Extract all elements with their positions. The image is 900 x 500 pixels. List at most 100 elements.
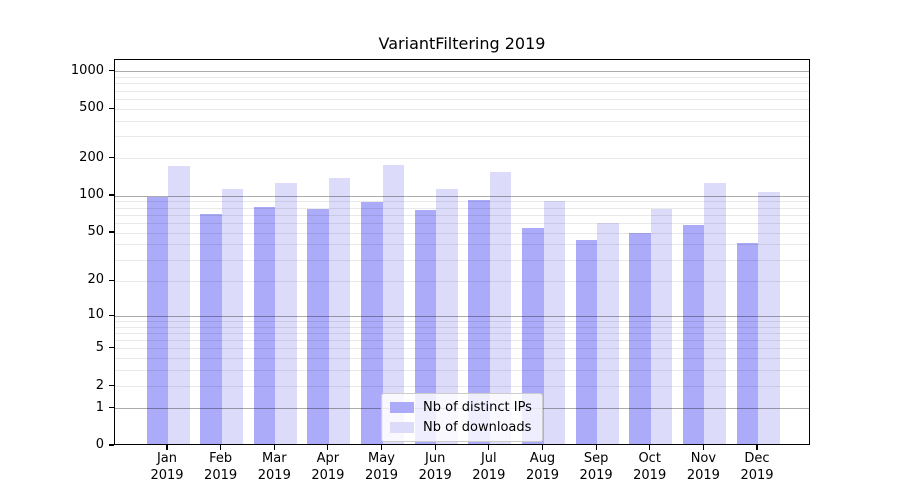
bar-downloads-aug	[543, 200, 565, 444]
y-tick-label: 200	[79, 149, 104, 165]
x-tick-mark	[488, 445, 490, 450]
bar-distinct-ips-nov	[682, 225, 705, 444]
grid-layer	[115, 60, 809, 444]
x-tick-label: Sep 2019	[579, 451, 613, 483]
x-tick-mark	[702, 445, 704, 450]
bar-distinct-ips-may	[361, 202, 383, 444]
gridline-minor	[115, 280, 809, 282]
bar-downloads-dec	[758, 191, 780, 444]
y-tick-mark	[109, 279, 114, 281]
bar-downloads-jul	[489, 172, 512, 444]
y-tick-mark	[109, 384, 114, 387]
y-tick-label: 2	[95, 377, 104, 393]
y-tick-mark	[109, 70, 114, 72]
y-tick-label: 0	[95, 437, 104, 452]
legend-swatch-downloads	[390, 422, 414, 433]
gridline-minor	[115, 232, 809, 234]
x-tick-label: Nov 2019	[686, 451, 720, 483]
gridline-minor	[115, 326, 809, 328]
y-tick-mark	[109, 157, 114, 159]
y-tick-mark	[109, 444, 114, 446]
gridline-minor	[115, 158, 809, 160]
y-tick-label: 50	[87, 224, 104, 239]
y-tick-mark	[109, 231, 114, 233]
legend-entry-distinct-ips: Nb of distinct IPs	[390, 400, 532, 415]
legend-swatch-distinct-ips	[390, 402, 414, 413]
bar-downloads-oct	[650, 209, 673, 444]
gridline-minor	[115, 136, 809, 138]
legend: Nb of distinct IPs Nb of downloads	[381, 393, 543, 442]
x-tick-label: Jun 2019	[418, 451, 452, 483]
y-tick-label: 20	[87, 272, 104, 288]
bar-downloads-feb	[221, 188, 244, 444]
legend-entry-downloads: Nb of downloads	[390, 420, 532, 435]
gridline-minor	[115, 348, 809, 350]
bar-downloads-jun	[436, 189, 458, 444]
gridline-minor	[115, 358, 809, 360]
gridline-minor	[115, 120, 809, 122]
gridline-minor	[115, 98, 809, 100]
bar-downloads-apr	[328, 177, 351, 444]
gridline-major	[115, 195, 809, 197]
gridline-minor	[115, 108, 809, 110]
y-tick-label: 100	[79, 187, 104, 202]
bar-distinct-ips-jan	[146, 196, 168, 444]
x-tick-mark	[380, 445, 383, 450]
gridline-minor	[115, 207, 809, 209]
x-tick-label: May 2019	[364, 451, 399, 483]
y-tick-label: 500	[79, 100, 104, 116]
x-tick-mark	[166, 445, 168, 450]
gridline-minor	[115, 83, 809, 85]
bar-distinct-ips-sep	[575, 240, 598, 444]
y-tick-mark	[109, 406, 114, 409]
gridline-minor	[115, 340, 809, 342]
x-tick-mark	[541, 445, 544, 450]
gridline-minor	[115, 244, 809, 246]
gridline-minor	[115, 320, 809, 322]
y-tick-mark	[109, 347, 114, 349]
y-tick-label: 1000	[70, 62, 104, 78]
gridline-minor	[115, 332, 809, 334]
bar-distinct-ips-apr	[307, 208, 329, 444]
gridline-minor	[115, 370, 809, 372]
y-tick-label: 1	[95, 399, 104, 415]
bar-downloads-jan	[168, 166, 190, 444]
x-tick-mark	[220, 445, 222, 450]
bar-distinct-ips-feb	[200, 213, 222, 444]
y-tick-mark	[109, 314, 114, 316]
y-tick-mark	[109, 107, 114, 109]
bar-distinct-ips-aug	[522, 227, 544, 444]
x-tick-label: Jan 2019	[150, 451, 184, 483]
bar-downloads-sep	[597, 223, 619, 444]
y-tick-label: 10	[87, 307, 104, 323]
legend-label-downloads: Nb of downloads	[423, 420, 532, 435]
bar-distinct-ips-oct	[629, 233, 651, 444]
y-tick-label: 5	[95, 339, 104, 355]
gridline-minor	[115, 386, 809, 387]
x-tick-mark	[273, 445, 275, 450]
bar-distinct-ips-dec	[736, 242, 758, 444]
x-tick-label: Dec 2019	[740, 451, 774, 483]
x-tick-label: Oct 2019	[633, 451, 667, 483]
gridline-major	[115, 315, 809, 317]
x-tick-mark	[756, 445, 758, 450]
gridline-minor	[115, 259, 809, 261]
x-tick-mark	[327, 445, 329, 450]
x-tick-label: Feb 2019	[204, 451, 238, 483]
bar-downloads-nov	[704, 182, 726, 444]
gridline-minor	[115, 222, 809, 224]
x-tick-mark	[434, 445, 436, 450]
bars-layer	[115, 60, 809, 444]
x-tick-label: Mar 2019	[257, 451, 291, 483]
bar-distinct-ips-jul	[468, 199, 490, 444]
bar-distinct-ips-mar	[253, 206, 276, 444]
chart-title: VariantFiltering 2019	[378, 34, 546, 53]
gridline-major	[115, 71, 809, 73]
y-tick-mark	[109, 194, 114, 196]
x-tick-mark	[595, 445, 597, 450]
x-tick-label: Jul 2019	[472, 451, 506, 483]
x-tick-label: Aug 2019	[525, 451, 560, 483]
bar-distinct-ips-jun	[414, 210, 437, 444]
gridline-minor	[115, 201, 809, 203]
